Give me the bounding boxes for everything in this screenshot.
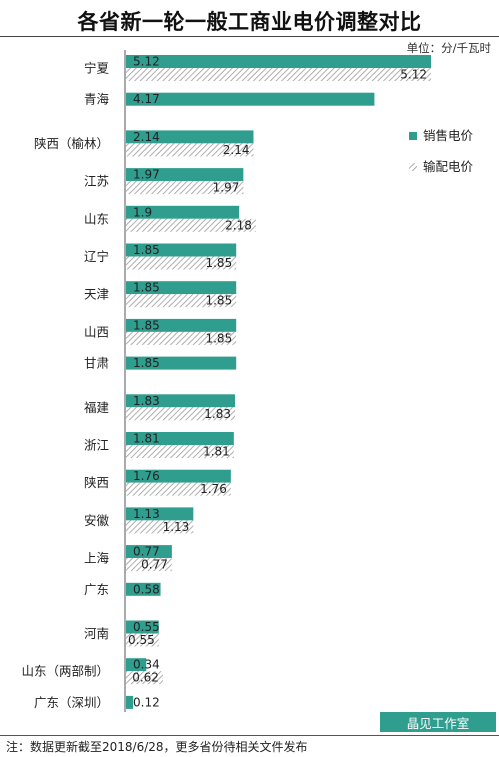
category-label: 浙江: [84, 438, 109, 453]
legend-swatch-transmission: [409, 163, 417, 171]
bar-sales: [126, 281, 237, 295]
bar-transmission: [126, 68, 431, 81]
bar-sales: [126, 582, 161, 596]
category-label: 甘肃: [84, 356, 109, 371]
bar-transmission: [126, 218, 256, 232]
value-label-transmission: 0.77: [141, 558, 168, 572]
bar-transmission: [126, 671, 163, 685]
legend-label-transmission: 输配电价: [423, 159, 474, 174]
bar-transmission: [126, 331, 237, 345]
category-label: 陕西: [84, 475, 109, 490]
category-label: 山东（两部制）: [21, 664, 109, 679]
value-label-transmission: 1.81: [203, 445, 230, 459]
bar-sales: [126, 92, 375, 106]
value-label-sales: 1.13: [133, 507, 160, 521]
value-label-transmission: 0.62: [132, 671, 159, 685]
bar-transmission: [126, 181, 244, 195]
category-label: 青海: [84, 92, 110, 107]
value-label-transmission: 2.18: [225, 218, 252, 232]
category-label: 广东: [84, 582, 109, 597]
chart-title: 各省新一轮一般工商业电价调整对比: [77, 10, 422, 34]
legend-label-sales: 销售电价: [423, 128, 474, 143]
category-label: 山西: [84, 324, 109, 339]
studio-badge: 晶见工作室: [380, 712, 496, 732]
value-label-sales: 0.58: [133, 582, 160, 596]
value-label-transmission: 1.85: [205, 294, 232, 308]
category-label: 山东: [84, 211, 109, 226]
value-label-sales: 1.97: [133, 168, 160, 182]
category-label: 安徽: [84, 513, 110, 528]
bar-transmission: [126, 633, 159, 647]
value-label-sales: 0.34: [133, 658, 160, 672]
category-label: 河南: [84, 626, 109, 641]
footnote: 注：数据更新截至2018/6/28，更多省份待相关文件发布: [6, 740, 308, 754]
value-label-sales: 1.85: [133, 356, 160, 370]
bar-sales: [126, 620, 159, 634]
bar-transmission: [126, 294, 237, 308]
bar-transmission: [126, 520, 194, 534]
bar-transmission: [126, 482, 231, 496]
value-label-sales: 1.85: [133, 281, 160, 295]
bar-sales: [126, 55, 431, 68]
bar-sales: [126, 205, 240, 219]
bar-transmission: [126, 558, 172, 572]
value-label-transmission: 5.12: [400, 68, 427, 82]
value-label-sales: 1.83: [133, 394, 160, 408]
value-label-sales: 2.14: [133, 130, 160, 144]
bar-transmission: [126, 256, 237, 270]
value-label-transmission: 1.85: [205, 331, 232, 345]
value-label-sales: 1.76: [133, 469, 160, 483]
bar-sales: [126, 469, 231, 483]
legend: 销售电价 输配电价: [409, 128, 474, 174]
category-label: 上海: [84, 551, 110, 566]
bar-sales: [126, 432, 234, 445]
bar-sales: [126, 356, 237, 370]
value-label-sales: 1.81: [133, 432, 160, 446]
category-label: 天津: [84, 287, 109, 302]
bar-sales: [126, 695, 134, 709]
bar-transmission: [126, 445, 234, 458]
bar-transmission: [126, 143, 254, 157]
category-label: 广东（深圳）: [34, 695, 109, 710]
bar-sales: [126, 394, 236, 408]
value-label-sales: 4.17: [133, 92, 160, 106]
bar-sales: [126, 658, 147, 672]
bar-transmission: [126, 407, 236, 421]
value-label-transmission: 1.83: [204, 407, 231, 421]
category-label: 江苏: [84, 174, 109, 189]
value-label-sales: 0.55: [133, 620, 160, 634]
value-label-transmission: 2.14: [223, 143, 250, 157]
value-label-transmission: 0.55: [128, 633, 155, 647]
value-label-sales: 1.85: [133, 318, 160, 332]
title-divider: [0, 36, 499, 37]
value-label-sales: 1.9: [133, 205, 152, 219]
unit-label: 单位：分/千瓦时: [406, 41, 491, 55]
bar-sales: [126, 168, 244, 182]
value-label-sales: 5.12: [133, 55, 160, 69]
value-label-sales: 0.12: [133, 695, 160, 709]
bar-sales: [126, 318, 237, 332]
bar-sales: [126, 130, 254, 144]
value-label-sales: 1.85: [133, 243, 160, 257]
value-label-transmission: 1.76: [200, 482, 227, 496]
value-label-sales: 0.77: [133, 545, 160, 559]
category-label: 辽宁: [84, 249, 109, 264]
bar-sales: [126, 507, 194, 521]
footer-divider: [0, 735, 499, 736]
value-label-transmission: 1.97: [213, 181, 240, 195]
category-label: 福建: [84, 400, 110, 415]
category-label: 陕西（榆林）: [34, 136, 109, 151]
bars-group: 宁夏 5.12 5.12 青海 4.17 陕西（榆林） 2.14 2.14 江苏 1.97 1.97…: [21, 55, 431, 710]
bar-sales: [126, 243, 237, 257]
value-label-transmission: 1.85: [205, 256, 232, 270]
bar-sales: [126, 545, 172, 559]
value-label-transmission: 1.13: [163, 520, 190, 534]
legend-swatch-sales: [409, 132, 417, 140]
category-label: 宁夏: [84, 61, 110, 76]
